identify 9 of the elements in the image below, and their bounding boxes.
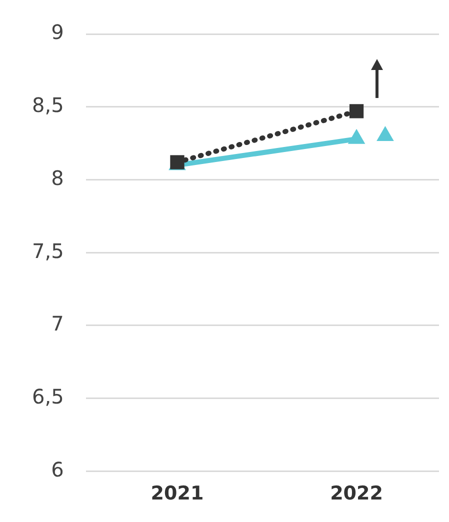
y-tick-label: 6 [51, 457, 64, 482]
y-tick-label: 6,5 [32, 384, 64, 409]
y-tick-label: 7,5 [32, 238, 64, 263]
x-tick-label: 2021 [150, 482, 204, 505]
y-tick-label: 9 [51, 20, 64, 44]
y-tick-label: 7 [51, 312, 64, 336]
x-tick-label: 2022 [330, 482, 383, 505]
y-tick-label: 8 [51, 166, 64, 190]
y-tick-label: 8,5 [32, 93, 64, 118]
